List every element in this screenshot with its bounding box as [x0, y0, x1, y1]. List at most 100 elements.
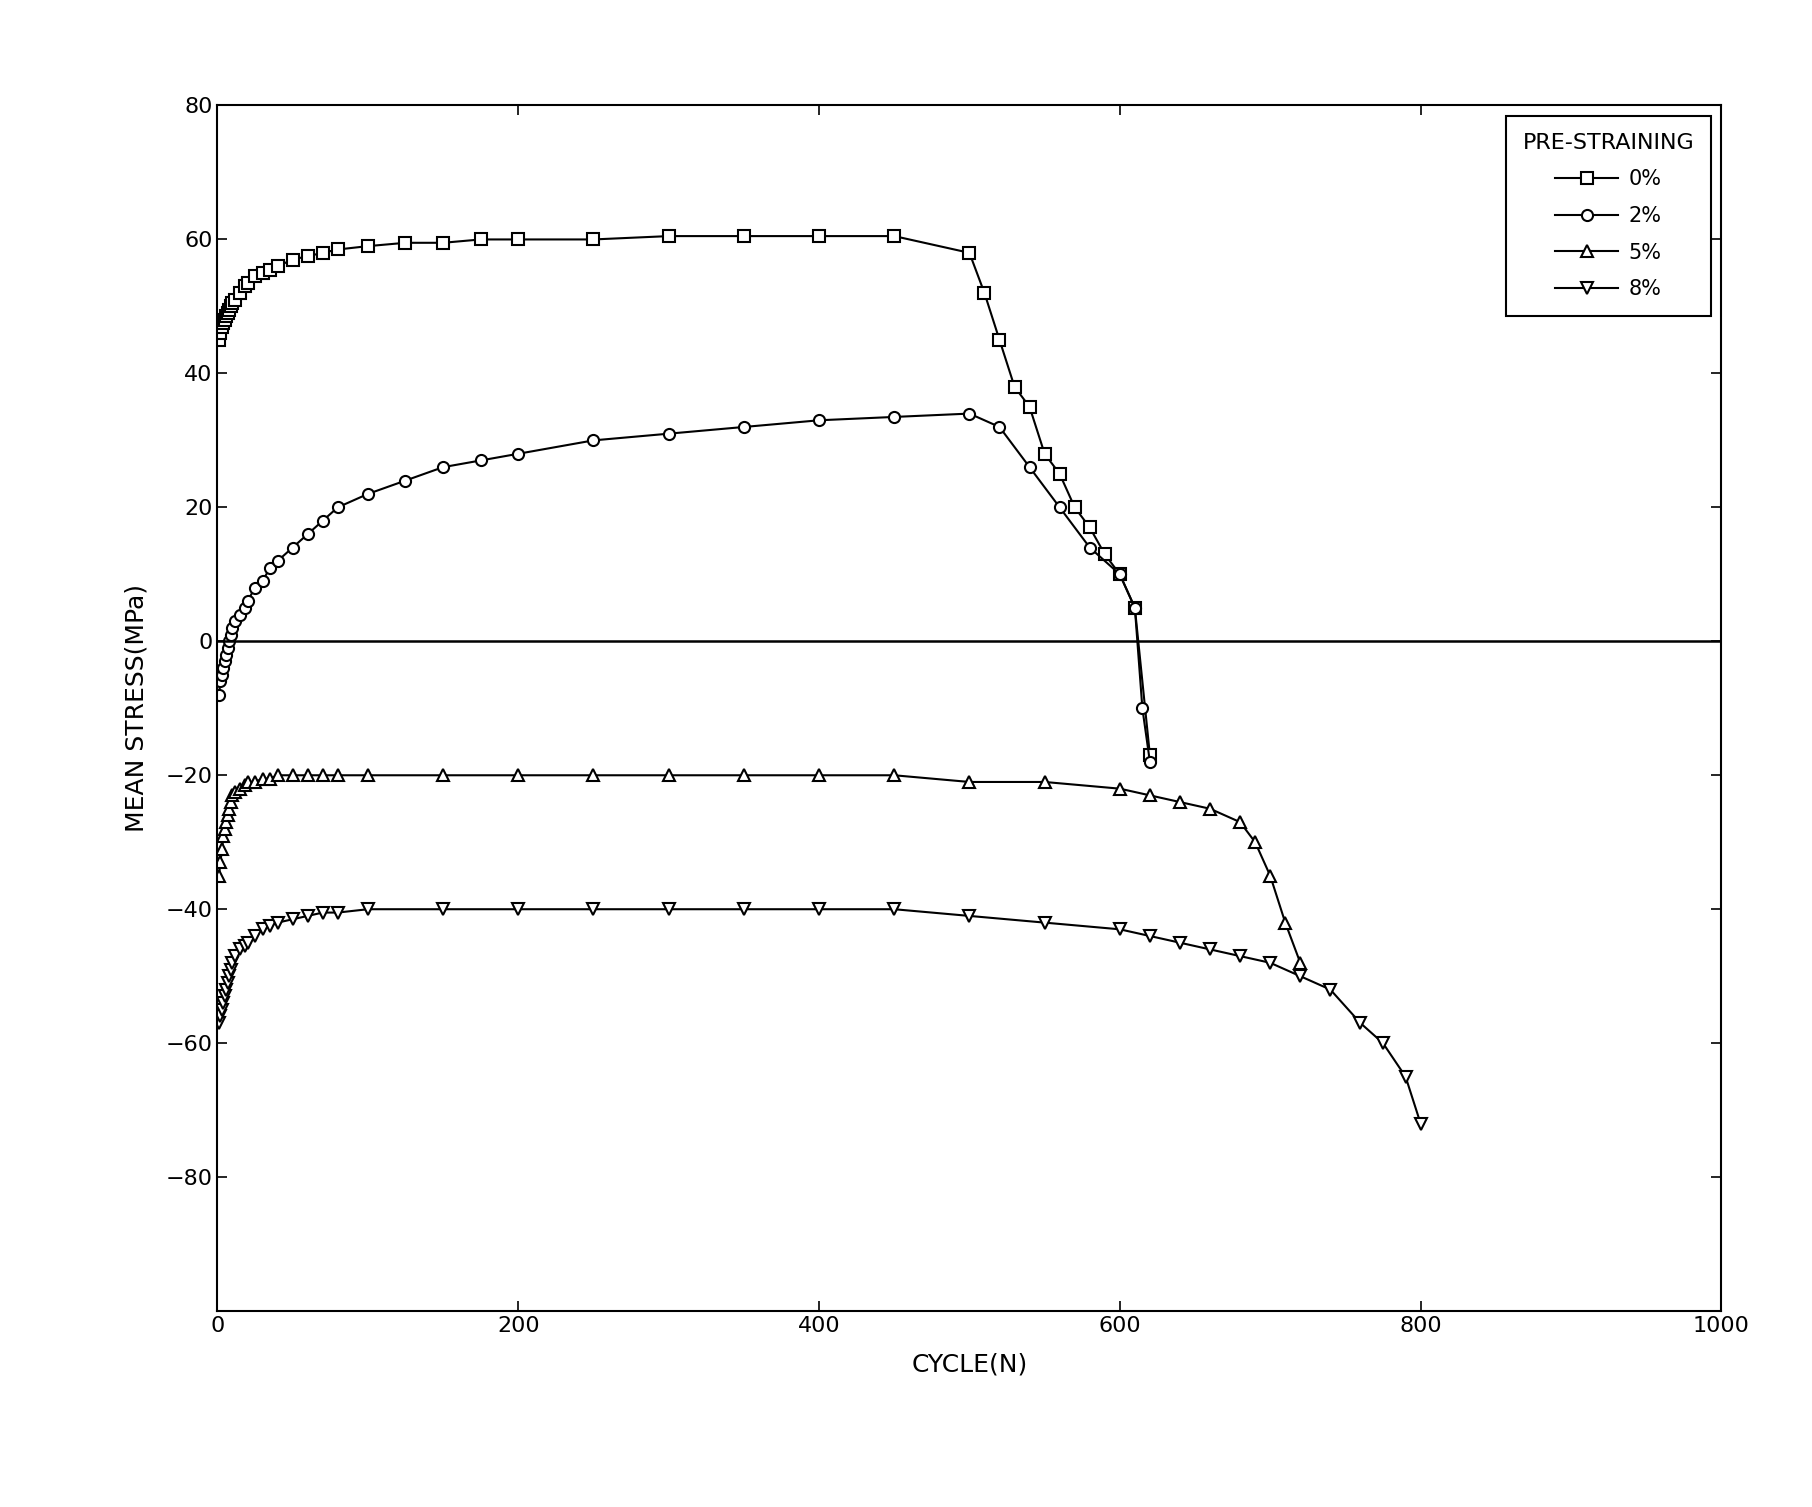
2%	[507, 445, 529, 463]
2%	[219, 625, 241, 643]
8%	[266, 913, 288, 931]
2%	[234, 598, 255, 616]
0%	[219, 301, 241, 319]
5%	[1169, 793, 1190, 811]
8%	[216, 981, 237, 999]
Line: 8%: 8%	[214, 904, 1426, 1129]
5%	[312, 766, 333, 784]
5%	[281, 766, 303, 784]
5%	[1245, 833, 1267, 851]
8%	[217, 974, 239, 992]
5%	[212, 826, 234, 844]
8%	[210, 1007, 232, 1025]
8%	[208, 1014, 230, 1032]
0%	[210, 324, 232, 342]
5%	[959, 773, 980, 791]
2%	[582, 431, 603, 449]
5%	[1200, 800, 1221, 818]
5%	[326, 766, 348, 784]
0%	[297, 247, 319, 265]
2%	[217, 639, 239, 657]
0%	[469, 231, 491, 249]
8%	[259, 916, 281, 934]
0%	[1094, 546, 1116, 564]
0%	[395, 234, 417, 252]
8%	[212, 995, 234, 1013]
8%	[252, 921, 274, 939]
2%	[1018, 458, 1040, 476]
8%	[431, 900, 453, 918]
0%	[732, 228, 754, 246]
8%	[214, 987, 236, 1005]
0%	[357, 237, 379, 255]
Y-axis label: MEAN STRESS(MPa): MEAN STRESS(MPa)	[125, 585, 149, 832]
2%	[237, 592, 259, 610]
5%	[259, 770, 281, 788]
8%	[245, 927, 266, 945]
5%	[217, 806, 239, 824]
0%	[973, 283, 995, 301]
5%	[245, 773, 266, 791]
8%	[1319, 981, 1341, 999]
2%	[1109, 565, 1131, 583]
0%	[884, 228, 906, 246]
5%	[216, 814, 237, 832]
2%	[259, 559, 281, 577]
2%	[216, 645, 237, 663]
0%	[1033, 445, 1055, 463]
8%	[1229, 946, 1250, 964]
0%	[214, 310, 236, 329]
5%	[582, 766, 603, 784]
8%	[1200, 940, 1221, 958]
2%	[1140, 754, 1161, 772]
8%	[234, 937, 255, 955]
0%	[1123, 598, 1145, 616]
2%	[1049, 499, 1071, 517]
8%	[297, 907, 319, 925]
0%	[1018, 398, 1040, 416]
0%	[808, 228, 830, 246]
0%	[245, 267, 266, 285]
0%	[217, 304, 239, 322]
8%	[884, 900, 906, 918]
2%	[357, 485, 379, 503]
5%	[884, 766, 906, 784]
5%	[208, 867, 230, 885]
8%	[237, 934, 259, 952]
5%	[214, 820, 236, 838]
8%	[1259, 954, 1281, 972]
5%	[1140, 787, 1161, 805]
0%	[237, 274, 259, 292]
8%	[219, 960, 241, 978]
5%	[808, 766, 830, 784]
2%	[431, 458, 453, 476]
2%	[959, 404, 980, 422]
8%	[210, 1001, 232, 1019]
2%	[658, 425, 680, 443]
2%	[312, 512, 333, 530]
5%	[228, 779, 250, 797]
2%	[208, 686, 230, 704]
2%	[989, 417, 1011, 436]
0%	[221, 294, 243, 312]
5%	[1259, 867, 1281, 885]
8%	[507, 900, 529, 918]
8%	[225, 946, 246, 964]
2%	[266, 552, 288, 570]
5%	[210, 839, 232, 857]
0%	[658, 228, 680, 246]
5%	[252, 770, 274, 788]
8%	[228, 940, 250, 958]
2%	[732, 417, 754, 436]
0%	[582, 231, 603, 249]
8%	[1350, 1014, 1372, 1032]
2%	[281, 538, 303, 556]
5%	[357, 766, 379, 784]
0%	[252, 264, 274, 282]
0%	[281, 250, 303, 268]
0%	[212, 313, 234, 332]
8%	[219, 967, 241, 986]
5%	[431, 766, 453, 784]
8%	[326, 904, 348, 922]
0%	[507, 231, 529, 249]
